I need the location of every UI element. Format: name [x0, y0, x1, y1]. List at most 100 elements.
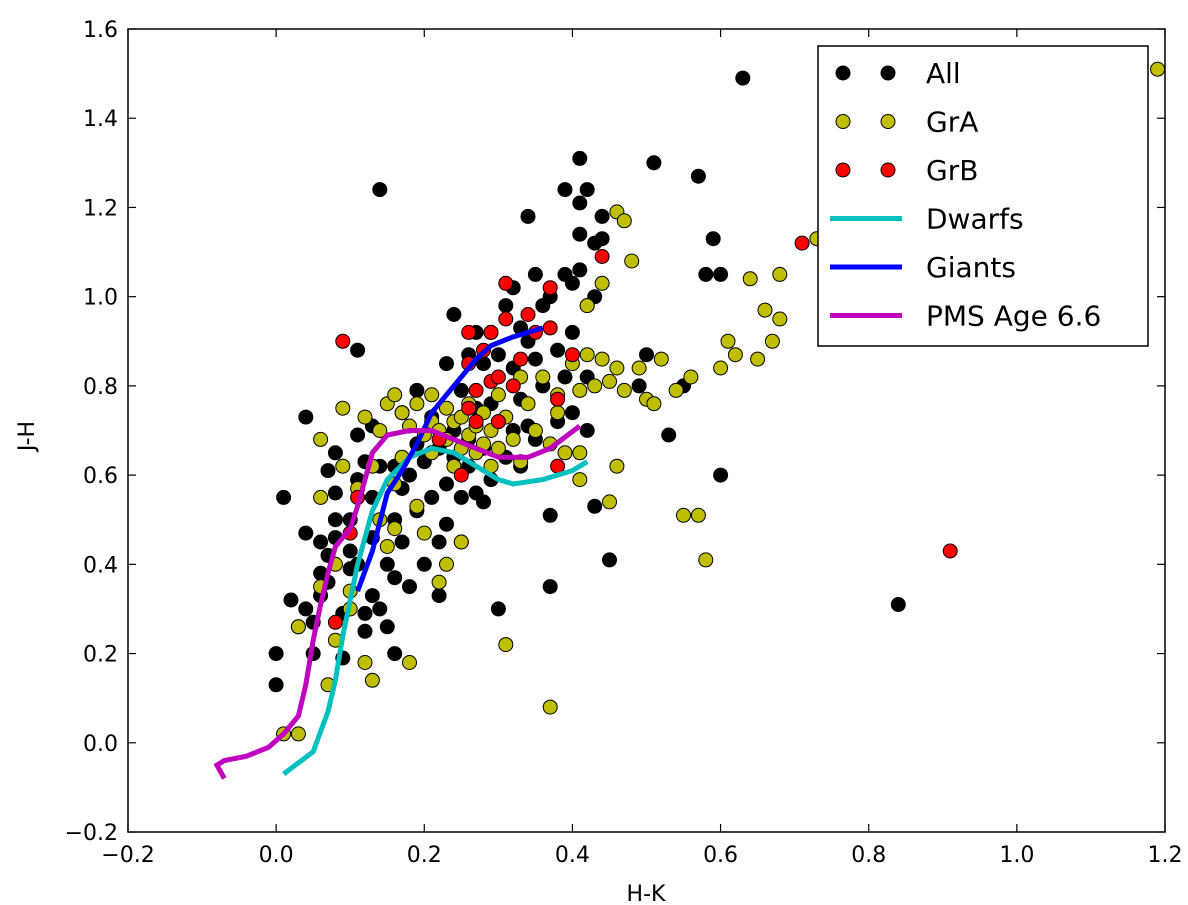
point-gra: [416, 525, 432, 541]
point-gra: [402, 655, 417, 670]
point-all: [439, 356, 454, 372]
point-gra: [372, 423, 388, 438]
point-all: [527, 351, 543, 367]
point-all: [453, 489, 469, 505]
point-grb: [327, 614, 343, 630]
point-gra: [668, 382, 684, 398]
point-gra: [609, 458, 625, 474]
point-gra: [602, 373, 617, 389]
point-gra: [520, 396, 536, 412]
series-gra: [276, 61, 1165, 742]
point-grb: [594, 249, 610, 264]
point-all: [698, 266, 714, 282]
point-gra: [713, 360, 729, 376]
point-all: [579, 182, 595, 198]
point-all: [542, 507, 558, 523]
point-grb: [942, 543, 958, 559]
point-grb: [564, 347, 580, 363]
point-grb: [498, 275, 514, 291]
point-gra: [357, 409, 373, 425]
point-all: [550, 342, 566, 358]
y-tick-label: 0.0: [83, 732, 118, 757]
point-all: [498, 298, 514, 314]
point-all: [564, 275, 580, 291]
point-gra: [379, 539, 395, 554]
point-all: [350, 342, 366, 358]
x-tick-label: 0.6: [703, 843, 738, 868]
point-all: [409, 382, 425, 398]
y-tick-label: 1.4: [83, 107, 118, 132]
line-pms-age-6-6: [213, 424, 582, 780]
point-all: [276, 489, 292, 505]
point-gra: [616, 382, 632, 398]
point-grb: [468, 414, 484, 430]
point-all: [387, 570, 403, 586]
point-grb: [461, 400, 477, 416]
point-gra: [357, 655, 373, 670]
point-gra: [431, 574, 447, 590]
point-gra: [409, 396, 425, 412]
legend-entry-giants: Giants: [830, 251, 1016, 284]
point-all: [327, 485, 343, 501]
legend-label: Giants: [926, 251, 1016, 284]
series-all: [268, 70, 906, 693]
point-gra: [587, 378, 603, 394]
point-grb: [468, 382, 484, 398]
point-gra: [683, 369, 699, 385]
point-all: [557, 182, 573, 198]
axes: −0.2 0.0 0.2 0.4 0.6 0.8 1.0 1.2 −0.2 0.0 0.2 0.4 0.…: [65, 18, 1183, 868]
point-gra: [616, 213, 632, 229]
point-gra: [757, 302, 773, 318]
point-gra: [698, 552, 714, 568]
point-all: [327, 445, 343, 461]
point-all: [357, 605, 373, 621]
point-all: [327, 512, 343, 528]
point-all: [298, 525, 314, 541]
point-grb: [461, 324, 477, 340]
point-grb: [513, 351, 529, 367]
point-all: [453, 382, 469, 398]
legend-marker: [880, 162, 896, 178]
x-tick-label: −0.2: [101, 843, 154, 868]
point-gra: [594, 275, 610, 291]
point-all: [579, 423, 595, 438]
point-all: [572, 262, 588, 278]
legend-entry-dwarfs: Dwarfs: [830, 203, 1024, 236]
point-all: [372, 182, 388, 198]
x-tick-label: 0.8: [851, 843, 886, 868]
legend-entry-all: All: [835, 57, 961, 90]
point-all: [372, 601, 388, 617]
point-all: [890, 597, 906, 612]
point-gra: [727, 347, 743, 363]
point-gra: [313, 431, 329, 447]
point-grb: [542, 320, 558, 336]
legend-entry-grb: GrB: [835, 154, 978, 187]
point-all: [357, 623, 373, 639]
legend-label: PMS Age 6.6: [926, 300, 1101, 333]
point-gra: [490, 387, 506, 403]
legend-label: GrA: [926, 106, 978, 139]
point-gra: [646, 396, 662, 412]
x-tick-label: 0.0: [259, 843, 294, 868]
x-tick-label: 1.2: [1148, 843, 1183, 868]
x-tick-label: 0.2: [407, 843, 442, 868]
point-all: [431, 534, 447, 550]
point-all: [490, 601, 506, 617]
point-gra: [624, 253, 640, 269]
legend-label: Dwarfs: [926, 203, 1024, 236]
point-all: [690, 168, 706, 184]
point-gra: [439, 556, 454, 572]
point-all: [350, 427, 366, 443]
point-all: [661, 427, 677, 443]
plot-frame: [127, 28, 1166, 833]
point-gra: [387, 387, 403, 403]
point-grb: [490, 414, 506, 430]
y-tick-label: 1.2: [83, 196, 118, 221]
point-gra: [453, 534, 469, 550]
x-axis-label: H-K: [627, 882, 666, 905]
line-dwarfs: [282, 445, 589, 776]
point-all: [268, 677, 284, 693]
legend-entry-pms-age-6-6: PMS Age 6.6: [830, 300, 1101, 333]
point-all: [320, 463, 336, 479]
